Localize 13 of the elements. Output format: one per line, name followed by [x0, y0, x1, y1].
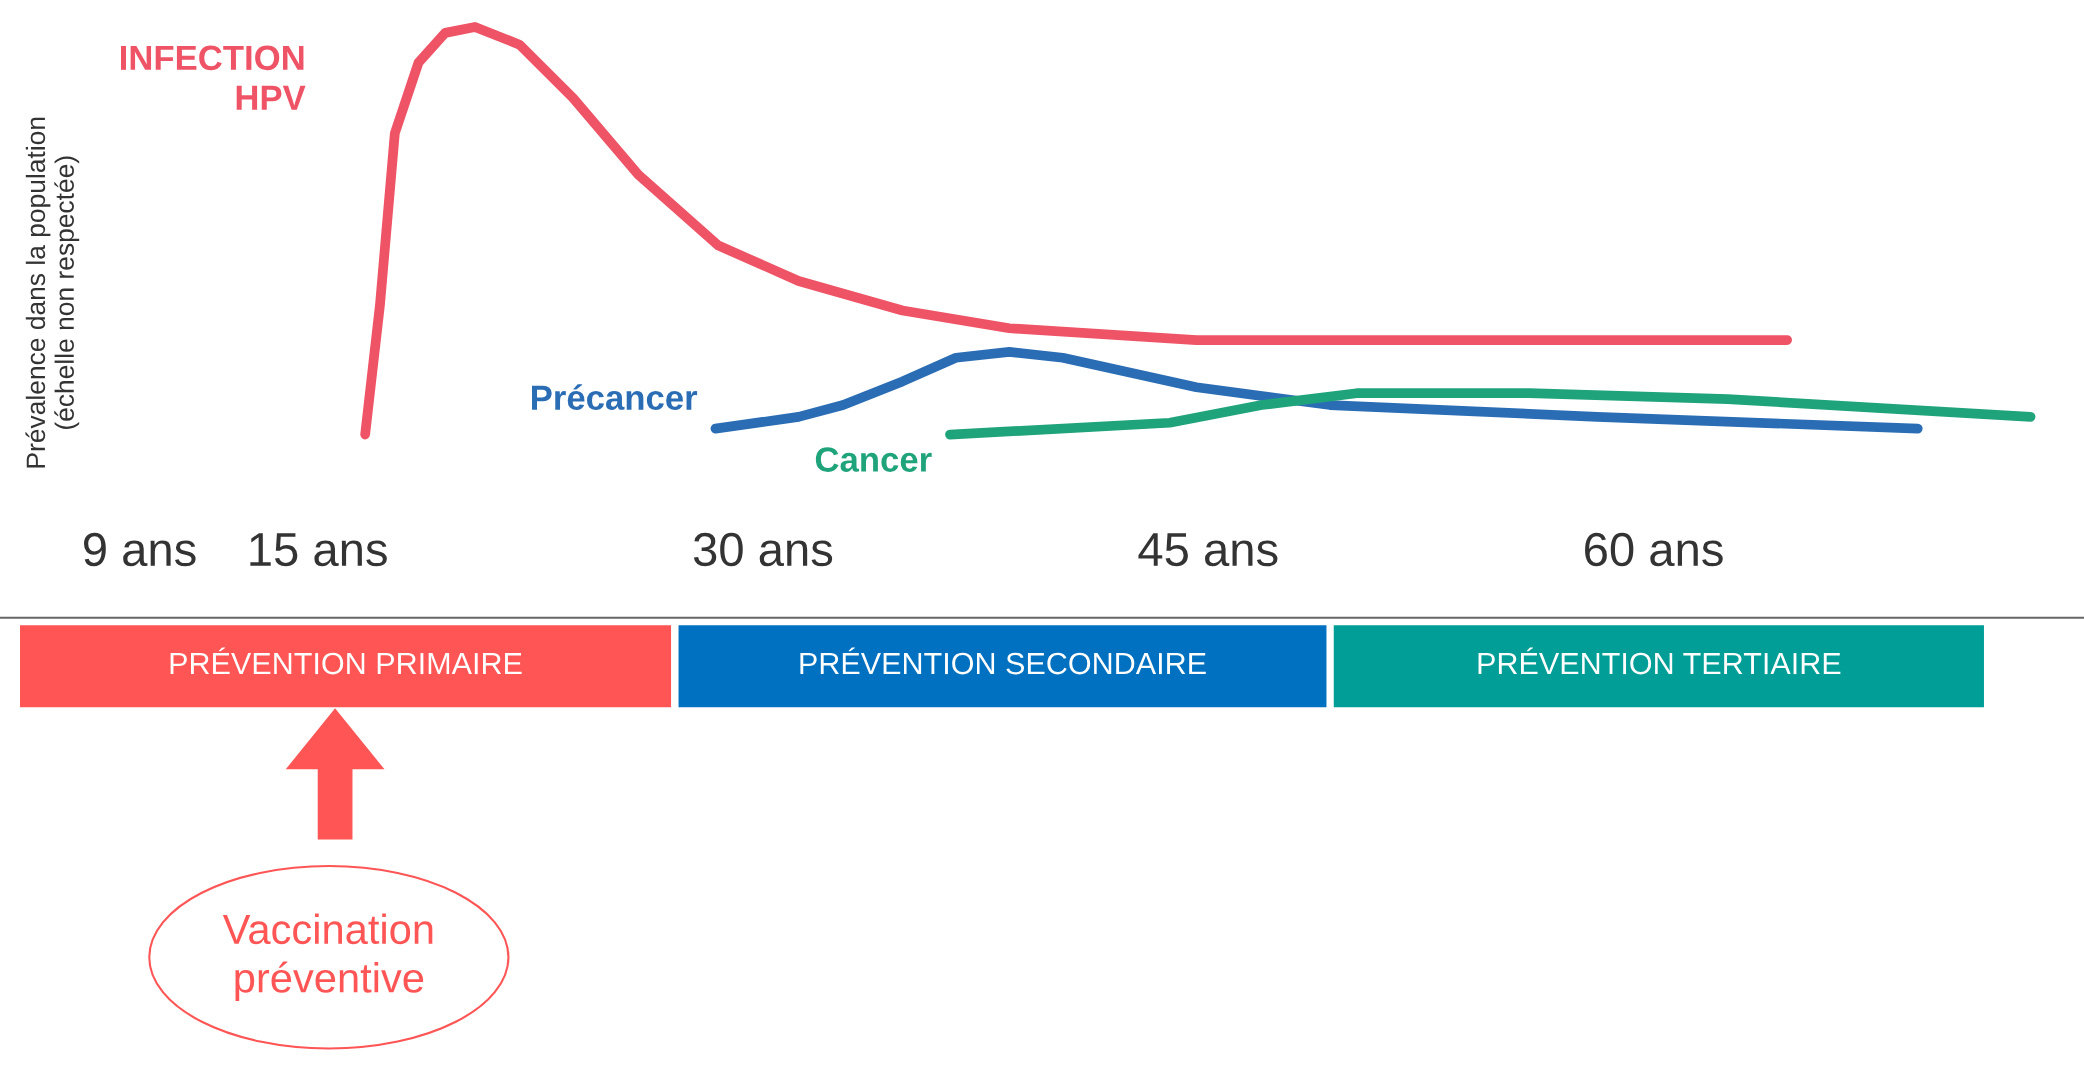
series-label: Précancer [532, 384, 698, 410]
text: Vaccination préventive [222, 913, 433, 1001]
x-tick-label: 60 ans [1585, 532, 1723, 567]
text: PRÉVENTION PRIMAIRE [170, 647, 522, 675]
x-tick-label: 30 ans [693, 532, 833, 567]
x-tick-label: 15 ans [250, 533, 387, 567]
y-axis-title: Prévalence dans la population (échelle non respectée) [25, 117, 80, 468]
text: PRÉVENTION SECONDAIRE [800, 647, 1206, 675]
text: PRÉVENTION TERTIAIRE [1478, 647, 1841, 675]
x-tick-label: 9 ans [83, 532, 196, 567]
text: INFECTION HPV [120, 45, 306, 110]
series-label: Cancer [815, 447, 932, 472]
x-tick-label: 45 ans [1138, 533, 1278, 567]
